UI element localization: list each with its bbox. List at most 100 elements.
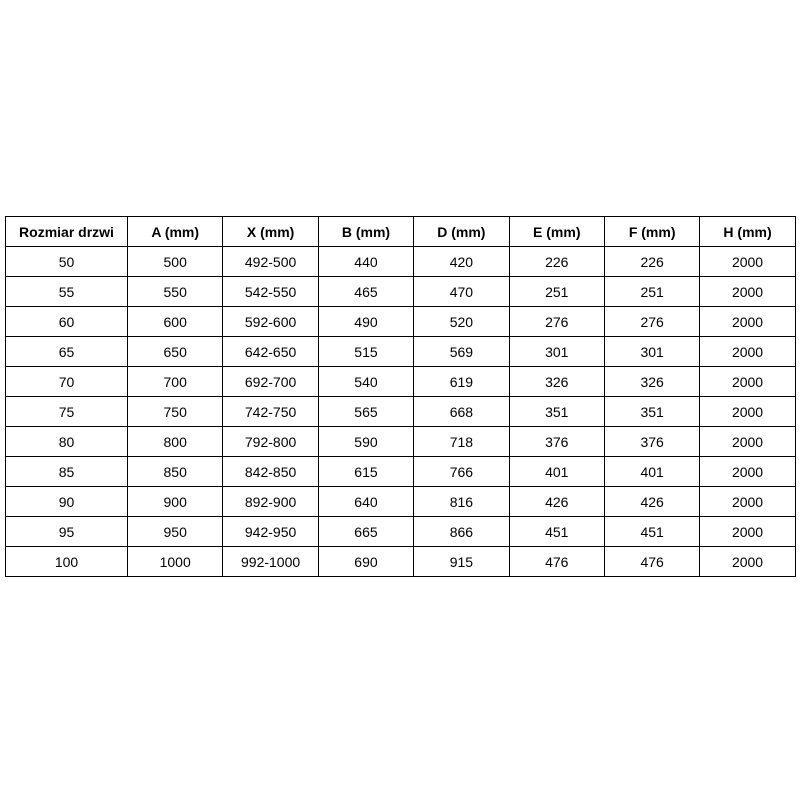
dimension-cell: 942-950 (222, 516, 319, 547)
dimension-cell: 476 (508, 546, 605, 577)
table-row: 60 600 592-600 490 520 276 276 2000 (5, 306, 796, 337)
dimension-cell: 226 (508, 246, 605, 277)
dimension-cell: 742-750 (222, 396, 319, 427)
table-body: 50 500 492-500 440 420 226 226 2000 55 550 542-550… (5, 246, 796, 577)
dimension-cell: 465 (317, 276, 415, 307)
dimension-cell: 542-550 (222, 276, 319, 307)
header-f-mm: F (mm) (603, 216, 701, 247)
table-row: 70 700 692-700 540 619 326 326 2000 (5, 366, 796, 397)
dimension-cell: 426 (603, 486, 701, 517)
dimension-cell: 251 (508, 276, 605, 307)
table-header-row: Rozmiar drzwi A (mm) X (mm) B (mm) D (mm… (5, 216, 796, 247)
dimension-cell: 2000 (699, 246, 796, 277)
dimension-cell: 992-1000 (222, 546, 319, 577)
dimension-cell: 426 (508, 486, 605, 517)
table-row: 95 950 942-950 665 866 451 451 2000 (5, 516, 796, 547)
dimension-cell: 301 (508, 336, 605, 367)
table-row: 65 650 642-650 515 569 301 301 2000 (5, 336, 796, 367)
door-size-cell: 50 (5, 246, 128, 277)
dimension-cell: 276 (508, 306, 605, 337)
dimension-cell: 276 (603, 306, 701, 337)
dimension-cell: 2000 (699, 516, 796, 547)
dimension-cell: 915 (413, 546, 510, 577)
dimension-cell: 750 (126, 396, 224, 427)
dimension-cell: 900 (126, 486, 224, 517)
dimension-cell: 490 (317, 306, 415, 337)
dimension-cell: 2000 (699, 396, 796, 427)
dimension-cell: 500 (126, 246, 224, 277)
table-row: 75 750 742-750 565 668 351 351 2000 (5, 396, 796, 427)
dimension-cell: 401 (508, 456, 605, 487)
dimension-cell: 550 (126, 276, 224, 307)
dimension-cell: 718 (413, 426, 510, 457)
header-a-mm: A (mm) (126, 216, 224, 247)
dimension-cell: 565 (317, 396, 415, 427)
dimension-cell: 520 (413, 306, 510, 337)
dimension-cell: 251 (603, 276, 701, 307)
table-row: 80 800 792-800 590 718 376 376 2000 (5, 426, 796, 457)
table-row: 55 550 542-550 465 470 251 251 2000 (5, 276, 796, 307)
dimension-cell: 842-850 (222, 456, 319, 487)
door-size-cell: 75 (5, 396, 128, 427)
dimension-cell: 2000 (699, 366, 796, 397)
header-b-mm: B (mm) (317, 216, 415, 247)
dimension-cell: 692-700 (222, 366, 319, 397)
dimension-cell: 569 (413, 336, 510, 367)
dimension-cell: 800 (126, 426, 224, 457)
dimension-cell: 668 (413, 396, 510, 427)
dimension-cell: 326 (603, 366, 701, 397)
dimension-cell: 351 (603, 396, 701, 427)
dimension-cell: 642-650 (222, 336, 319, 367)
dimension-cell: 792-800 (222, 426, 319, 457)
dimension-cell: 600 (126, 306, 224, 337)
dimension-cell: 619 (413, 366, 510, 397)
door-size-cell: 70 (5, 366, 128, 397)
dimension-cell: 590 (317, 426, 415, 457)
door-size-cell: 55 (5, 276, 128, 307)
dimension-cell: 690 (317, 546, 415, 577)
dimension-cell: 2000 (699, 306, 796, 337)
table-row: 50 500 492-500 440 420 226 226 2000 (5, 246, 796, 277)
dimension-cell: 376 (508, 426, 605, 457)
door-size-cell: 95 (5, 516, 128, 547)
dimension-cell: 850 (126, 456, 224, 487)
table-row: 100 1000 992-1000 690 915 476 476 2000 (5, 546, 796, 577)
dimension-cell: 440 (317, 246, 415, 277)
dimension-cell: 451 (508, 516, 605, 547)
dimension-cell: 301 (603, 336, 701, 367)
door-dimensions-table: Rozmiar drzwi A (mm) X (mm) B (mm) D (mm… (5, 216, 796, 577)
dimension-cell: 2000 (699, 456, 796, 487)
dimension-cell: 420 (413, 246, 510, 277)
dimension-cell: 326 (508, 366, 605, 397)
dimension-cell: 470 (413, 276, 510, 307)
header-h-mm: H (mm) (699, 216, 796, 247)
dimension-cell: 351 (508, 396, 605, 427)
door-size-cell: 65 (5, 336, 128, 367)
dimension-cell: 665 (317, 516, 415, 547)
door-size-cell: 85 (5, 456, 128, 487)
dimension-cell: 766 (413, 456, 510, 487)
dimension-cell: 2000 (699, 486, 796, 517)
dimension-cell: 892-900 (222, 486, 319, 517)
dimension-cell: 615 (317, 456, 415, 487)
dimension-cell: 1000 (126, 546, 224, 577)
dimension-cell: 476 (603, 546, 701, 577)
door-size-cell: 90 (5, 486, 128, 517)
dimension-cell: 866 (413, 516, 510, 547)
table-row: 90 900 892-900 640 816 426 426 2000 (5, 486, 796, 517)
dimension-cell: 515 (317, 336, 415, 367)
dimension-cell: 950 (126, 516, 224, 547)
header-e-mm: E (mm) (508, 216, 605, 247)
dimension-cell: 592-600 (222, 306, 319, 337)
header-rozmiar-drzwi: Rozmiar drzwi (5, 216, 128, 247)
dimension-cell: 640 (317, 486, 415, 517)
table-row: 85 850 842-850 615 766 401 401 2000 (5, 456, 796, 487)
dimension-cell: 540 (317, 366, 415, 397)
dimension-cell: 2000 (699, 336, 796, 367)
dimension-cell: 451 (603, 516, 701, 547)
header-x-mm: X (mm) (222, 216, 319, 247)
dimension-cell: 226 (603, 246, 701, 277)
dimension-cell: 376 (603, 426, 701, 457)
door-size-cell: 60 (5, 306, 128, 337)
